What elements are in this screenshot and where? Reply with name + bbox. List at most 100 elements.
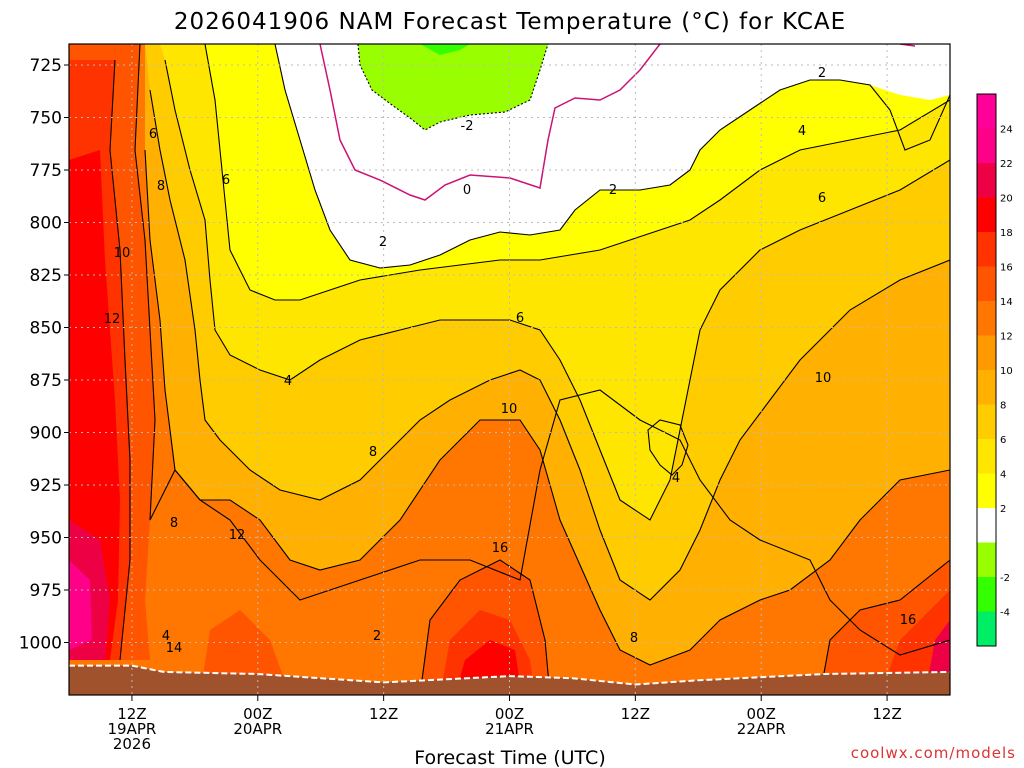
x-tick-label-5-0: 00Z <box>747 705 776 723</box>
contour-label-25: 16 <box>900 613 917 628</box>
contour-label-24: 16 <box>492 541 509 556</box>
y-tick-label-9: 950 <box>30 529 62 549</box>
plot-area <box>69 44 950 695</box>
colorbar-frame <box>976 93 997 647</box>
contour-label-5: 2 <box>373 629 381 644</box>
temp-band-22 <box>69 560 92 650</box>
y-tick-label-0: 725 <box>30 56 62 76</box>
contour-label-22: 12 <box>229 528 246 543</box>
x-tick-label-0-0: 12Z <box>117 705 146 723</box>
contour-label-14: 8 <box>170 516 178 531</box>
isotherm-12 <box>134 44 950 656</box>
y-tick-label-10: 975 <box>30 581 62 601</box>
temp-band-neg4 <box>420 44 470 55</box>
isotherm-4 <box>204 44 950 301</box>
isotherm-8 <box>149 89 950 601</box>
colorbar-bin-13 <box>977 542 996 577</box>
contour-label-18: 10 <box>501 402 518 417</box>
x-axis-label: Forecast Time (UTC) <box>414 747 605 768</box>
colorbar-bin-4 <box>977 232 996 267</box>
colorbar-tick-3: 4 <box>1000 470 1006 481</box>
colorbar-bin-12 <box>977 508 996 543</box>
colorbar-tick-12: 22 <box>1000 159 1013 170</box>
colorbar-bin-9 <box>977 404 996 439</box>
contour-label-2: 2 <box>379 235 387 250</box>
colorbar-tick-6: 10 <box>1000 366 1013 377</box>
x-tick-label-4-0: 12Z <box>621 705 650 723</box>
contour-label-19: 10 <box>114 246 131 261</box>
y-tick-label-11: 1000 <box>19 634 62 654</box>
y-axis: 725 750 775 800 825 850 875 900 925 950 975 1000 <box>19 56 69 654</box>
colorbar-tick-4: 6 <box>1000 435 1006 446</box>
temp-band-14 <box>69 44 950 695</box>
y-tick-label-5: 850 <box>30 319 62 339</box>
colorbar-tick-1: -2 <box>1000 573 1010 584</box>
contour-label-15: 8 <box>369 445 377 460</box>
colorbar-bin-15 <box>977 611 996 646</box>
y-tick-label-6: 875 <box>30 371 62 391</box>
contour-label-16: 8 <box>630 631 638 646</box>
contour-label-6: 4 <box>284 374 292 389</box>
isotherm-lines <box>109 44 950 695</box>
contour-label-20: 10 <box>815 371 832 386</box>
x-tick-label-3-1: 21APR <box>485 720 534 738</box>
contour-label-1: 0 <box>463 183 471 198</box>
colorbar-tick-7: 12 <box>1000 332 1013 343</box>
isotherm-14b <box>419 559 551 695</box>
colorbar-tick-2: 2 <box>1000 504 1006 515</box>
contour-label-12: 6 <box>222 173 230 188</box>
x-tick-label-0-1: 19APR <box>108 720 157 738</box>
colorbar-tick-11: 20 <box>1000 194 1013 205</box>
isotherm-16 <box>819 559 950 695</box>
colorbar-bin-3 <box>977 197 996 232</box>
colorbar-tick-0: -4 <box>1000 608 1010 619</box>
contour-label-7: 4 <box>672 471 680 486</box>
contour-label-21: 12 <box>104 312 121 327</box>
isotherm-neg2 <box>357 44 549 131</box>
y-tick-label-2: 775 <box>30 161 62 181</box>
colorbar-bin-5 <box>977 266 996 301</box>
contour-label-11: 6 <box>149 127 157 142</box>
x-tick-label-5-1: 22APR <box>737 720 786 738</box>
contour-label-0: -2 <box>461 119 474 134</box>
colorbar-tick-10: 18 <box>1000 228 1013 239</box>
colorbar-bin-0 <box>977 94 996 129</box>
x-tick-label-3-0: 00Z <box>495 705 524 723</box>
colorbar-bin-14 <box>977 577 996 612</box>
isotherm-2 <box>274 44 950 269</box>
colorbar-bin-7 <box>977 335 996 370</box>
contour-label-3: 2 <box>609 183 617 198</box>
contour-label-13: 6 <box>818 191 826 206</box>
x-tick-label-6-0: 12Z <box>872 705 901 723</box>
colorbar-bin-11 <box>977 473 996 508</box>
credit-label: coolwx.com/models <box>851 744 1016 762</box>
colorbar-bin-1 <box>977 128 996 163</box>
contour-label-4: 2 <box>818 66 826 81</box>
colorbar-bin-6 <box>977 301 996 336</box>
isotherm-4-closed <box>647 419 689 476</box>
contour-labels: -2 0 2 2 2 2 4 4 4 4 6 6 6 6 8 8 8 8 10 10 10 12 12 14 16 16 <box>104 66 917 656</box>
freezing-line <box>319 44 661 201</box>
chart-title: 2026041906 NAM Forecast Temperature (°C)… <box>174 9 846 35</box>
y-tick-label-1: 750 <box>30 109 62 129</box>
isotherm-6 <box>164 59 950 521</box>
y-tick-label-7: 900 <box>30 424 62 444</box>
x-tick-label-1-0: 00Z <box>243 705 272 723</box>
y-tick-label-4: 825 <box>30 266 62 286</box>
isotherm-14 <box>109 59 131 661</box>
grid-lines <box>69 44 950 695</box>
y-tick-label-8: 925 <box>30 476 62 496</box>
x-tick-label-1-1: 20APR <box>233 720 282 738</box>
contour-label-10: 6 <box>516 311 524 326</box>
contour-label-17: 8 <box>157 179 165 194</box>
contour-label-23: 14 <box>166 641 183 656</box>
x-tick-label-0-2: 2026 <box>113 735 151 753</box>
contour-label-8: 4 <box>798 124 806 139</box>
colorbar-bin-10 <box>977 439 996 474</box>
colorbar-tick-8: 14 <box>1000 297 1013 308</box>
contour-label-9: 4 <box>162 629 170 644</box>
colorbar-tick-13: 24 <box>1000 125 1013 136</box>
colorbar-bin-2 <box>977 163 996 198</box>
